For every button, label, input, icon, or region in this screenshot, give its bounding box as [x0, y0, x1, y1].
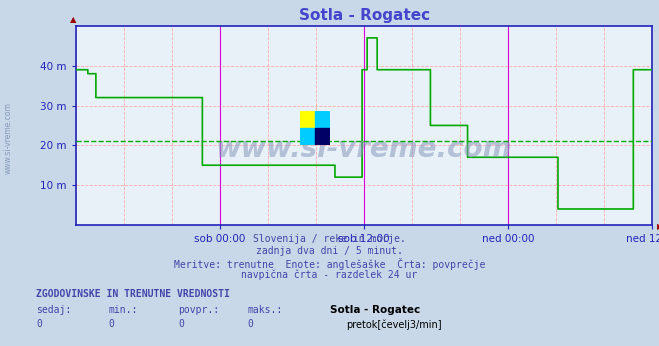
Text: ▲: ▲ [70, 15, 76, 24]
Title: Sotla - Rogatec: Sotla - Rogatec [299, 8, 430, 24]
Text: Meritve: trenutne  Enote: anglešaške  Črta: povprečje: Meritve: trenutne Enote: anglešaške Črta… [174, 258, 485, 270]
Bar [315, 128, 330, 145]
Text: www.si-vreme.com: www.si-vreme.com [3, 102, 13, 174]
Text: min.:: min.: [109, 305, 138, 315]
Text: pretok[čevelj3/min]: pretok[čevelj3/min] [346, 319, 442, 329]
Text: zadnja dva dni / 5 minut.: zadnja dva dni / 5 minut. [256, 246, 403, 256]
Text: ZGODOVINSKE IN TRENUTNE VREDNOSTI: ZGODOVINSKE IN TRENUTNE VREDNOSTI [36, 289, 230, 299]
Text: navpična črta - razdelek 24 ur: navpična črta - razdelek 24 ur [241, 270, 418, 280]
Text: www.si-vreme.com: www.si-vreme.com [216, 135, 512, 163]
Text: 0: 0 [178, 319, 184, 329]
Text: Slovenija / reke in morje.: Slovenija / reke in morje. [253, 234, 406, 244]
Text: 0: 0 [247, 319, 253, 329]
Text: 0: 0 [36, 319, 42, 329]
Bar [300, 128, 315, 145]
Text: 0: 0 [109, 319, 115, 329]
Text: Sotla - Rogatec: Sotla - Rogatec [330, 305, 420, 315]
Text: ▶: ▶ [657, 222, 659, 231]
Text: sedaj:: sedaj: [36, 305, 71, 315]
Text: povpr.:: povpr.: [178, 305, 219, 315]
Bar [300, 111, 315, 128]
Text: maks.:: maks.: [247, 305, 282, 315]
Bar [315, 111, 330, 128]
